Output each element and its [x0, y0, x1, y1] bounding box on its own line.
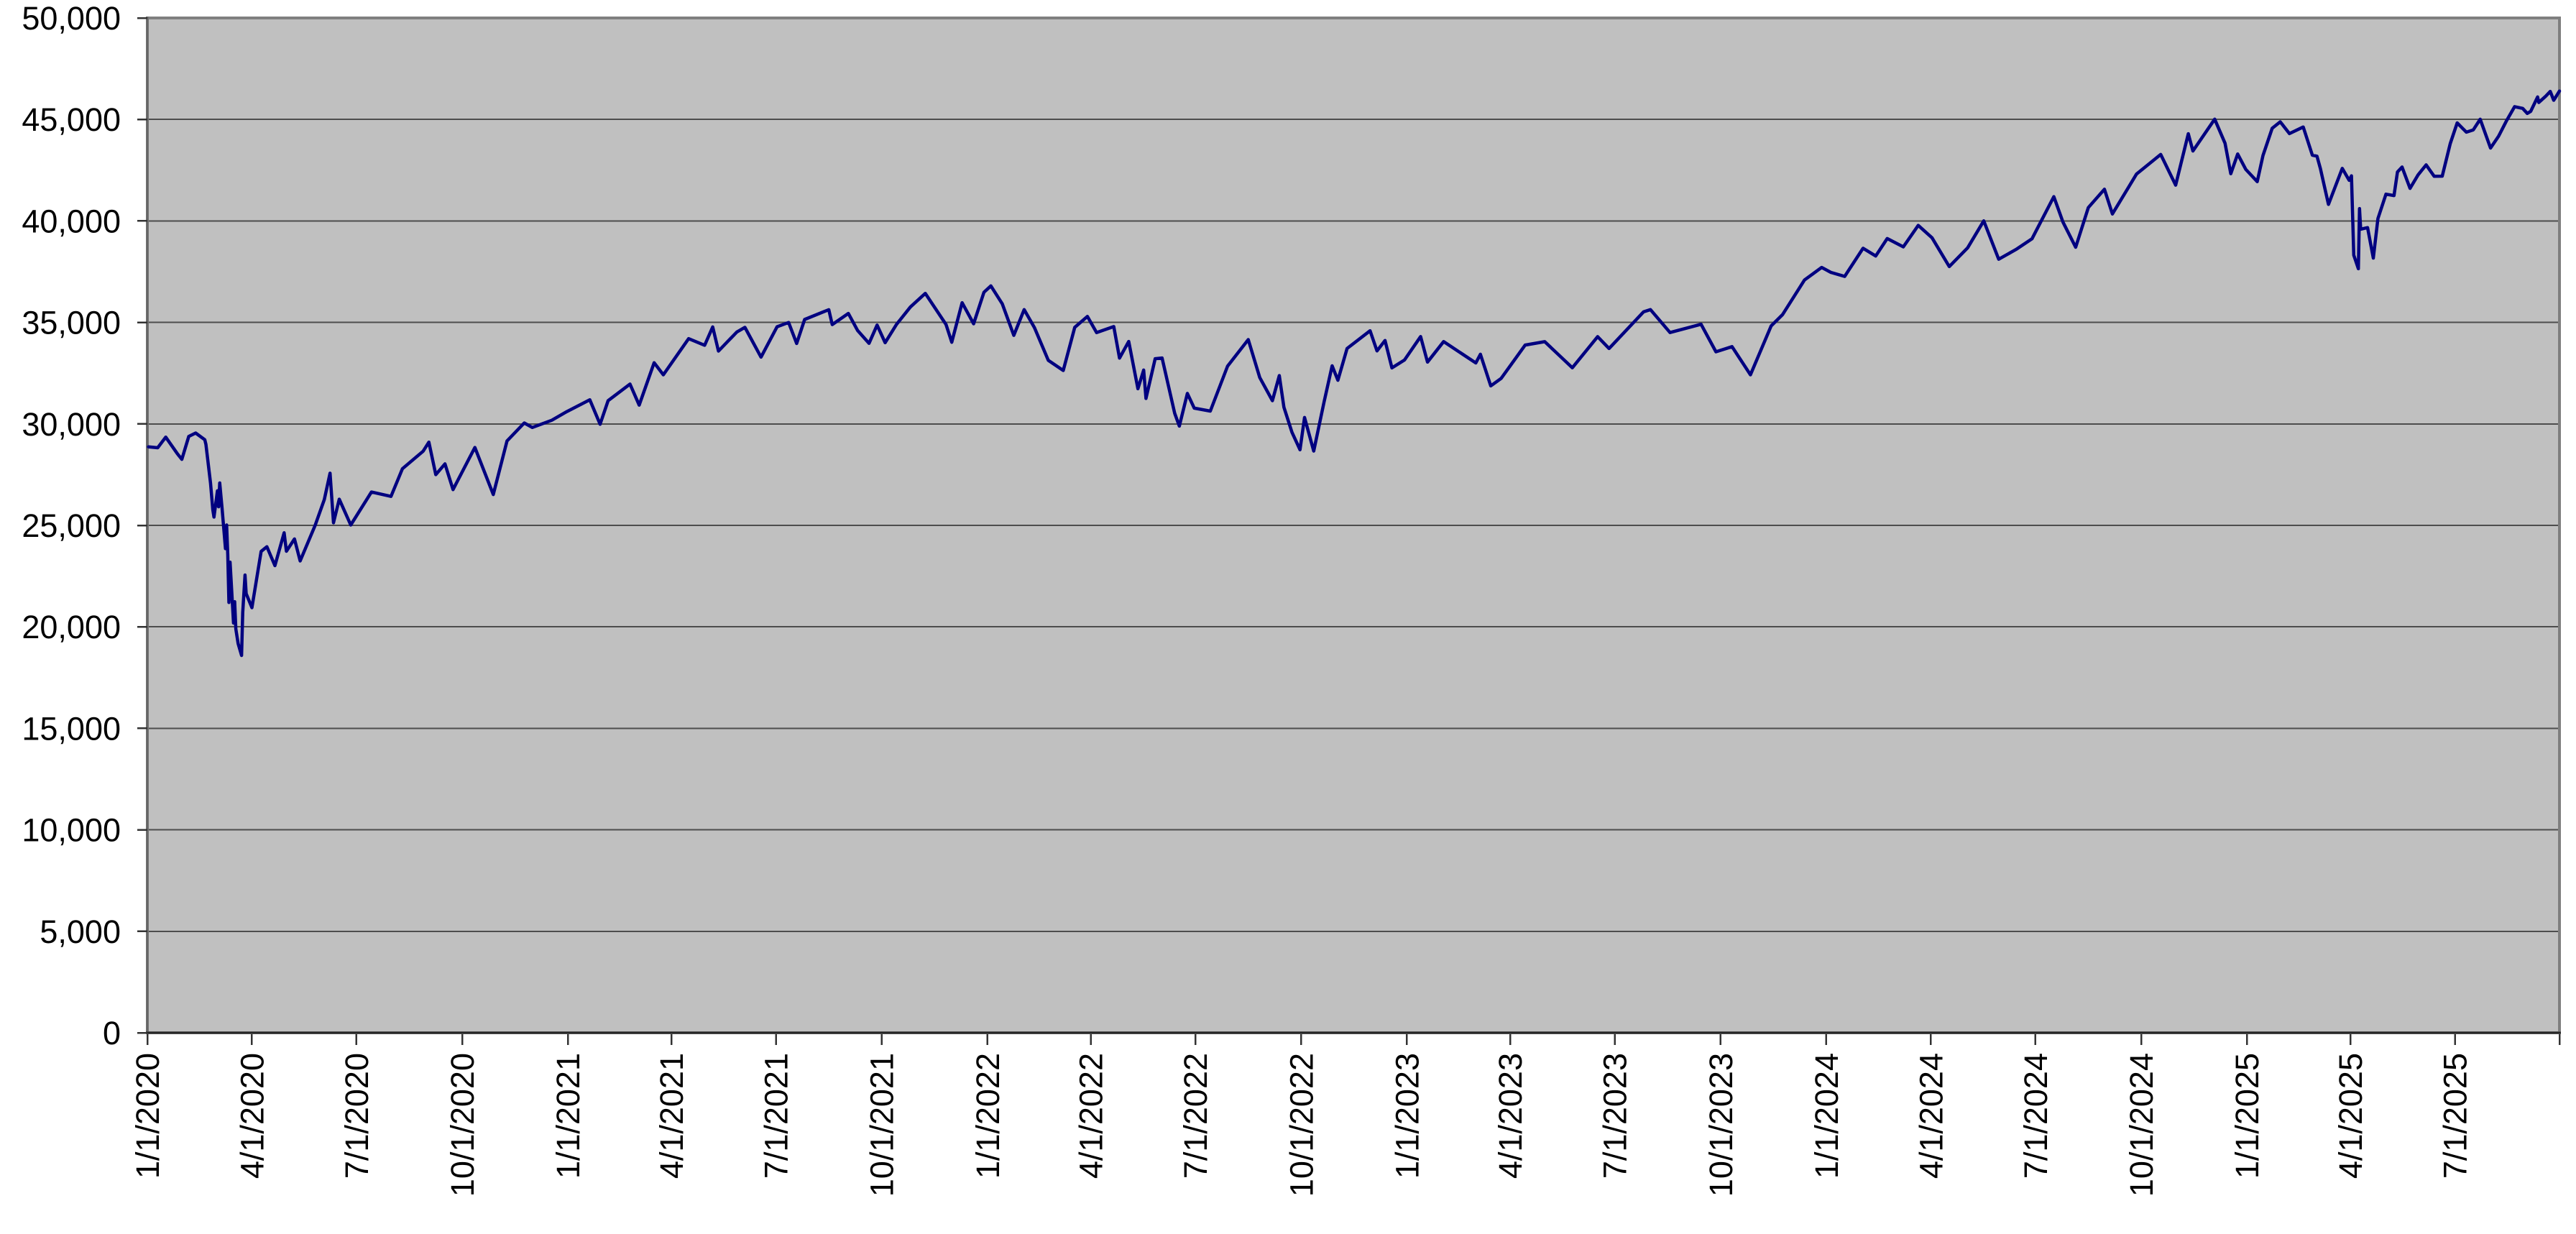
x-axis-tick-label: 1/1/2023: [1389, 1053, 1425, 1179]
x-axis-tick-label: 7/1/2020: [339, 1053, 375, 1179]
x-axis-tick-label: 4/1/2023: [1492, 1053, 1529, 1179]
y-axis-tick-label: 25,000: [22, 507, 121, 544]
x-axis-tick-label: 4/1/2025: [2332, 1053, 2369, 1179]
x-axis-tick-label: 1/1/2021: [550, 1053, 586, 1179]
x-axis-tick-label: 10/1/2022: [1283, 1053, 1320, 1197]
y-axis-tick-label: 20,000: [22, 609, 121, 645]
series-line-group: [147, 89, 2562, 658]
y-axis-tick-label: 45,000: [22, 101, 121, 138]
x-axis-tick-label: 7/1/2025: [2437, 1053, 2474, 1179]
y-axis-tick-label: 30,000: [22, 406, 121, 443]
x-axis-tick-label: 10/1/2021: [864, 1053, 901, 1197]
x-axis-tick-label: 7/1/2024: [2018, 1053, 2054, 1179]
y-axis-tick-label: 15,000: [22, 710, 121, 747]
x-axis-tick-label: 1/1/2022: [970, 1053, 1006, 1179]
x-axis-tick-label: 4/1/2020: [234, 1053, 270, 1179]
y-axis-tick-label: 35,000: [22, 305, 121, 341]
price-line: [147, 89, 2562, 658]
gridlines-group: [147, 119, 2559, 932]
y-axis-tick-label: 5,000: [40, 913, 121, 950]
x-axis-tick-label: 1/1/2020: [129, 1053, 166, 1179]
x-axis-tick-label: 10/1/2023: [1703, 1053, 1739, 1197]
x-axis-tick-label: 1/1/2025: [2229, 1053, 2266, 1179]
x-axis-tick-label: 4/1/2022: [1073, 1053, 1110, 1179]
x-axis-tick-label: 10/1/2020: [444, 1053, 481, 1197]
x-axis-tick-label: 1/1/2024: [1808, 1053, 1845, 1179]
y-axis-tick-label: 50,000: [22, 0, 121, 37]
x-axis-tick-label: 4/1/2024: [1913, 1053, 1949, 1179]
x-axis-tick-label: 7/1/2023: [1597, 1053, 1634, 1179]
x-axis-tick-label: 7/1/2022: [1177, 1053, 1214, 1179]
y-axis-labels: 0 5,000 10,000 15,000 20,000 25,000 30,000 35,0…: [22, 0, 121, 1051]
x-axis-tick-label: 4/1/2021: [653, 1053, 690, 1179]
y-axis-tick-label: 0: [103, 1015, 121, 1051]
axis-ticks-group: [137, 17, 2561, 1045]
x-axis-tick-label: 10/1/2024: [2123, 1053, 2160, 1197]
x-axis-tick-label: 7/1/2021: [758, 1053, 795, 1179]
x-axis-labels: 1/1/2020 4/1/2020 7/1/2020 10/1/2020 1/1/202…: [129, 1053, 2474, 1197]
y-axis-tick-label: 10,000: [22, 812, 121, 849]
y-axis-tick-label: 40,000: [22, 203, 121, 239]
